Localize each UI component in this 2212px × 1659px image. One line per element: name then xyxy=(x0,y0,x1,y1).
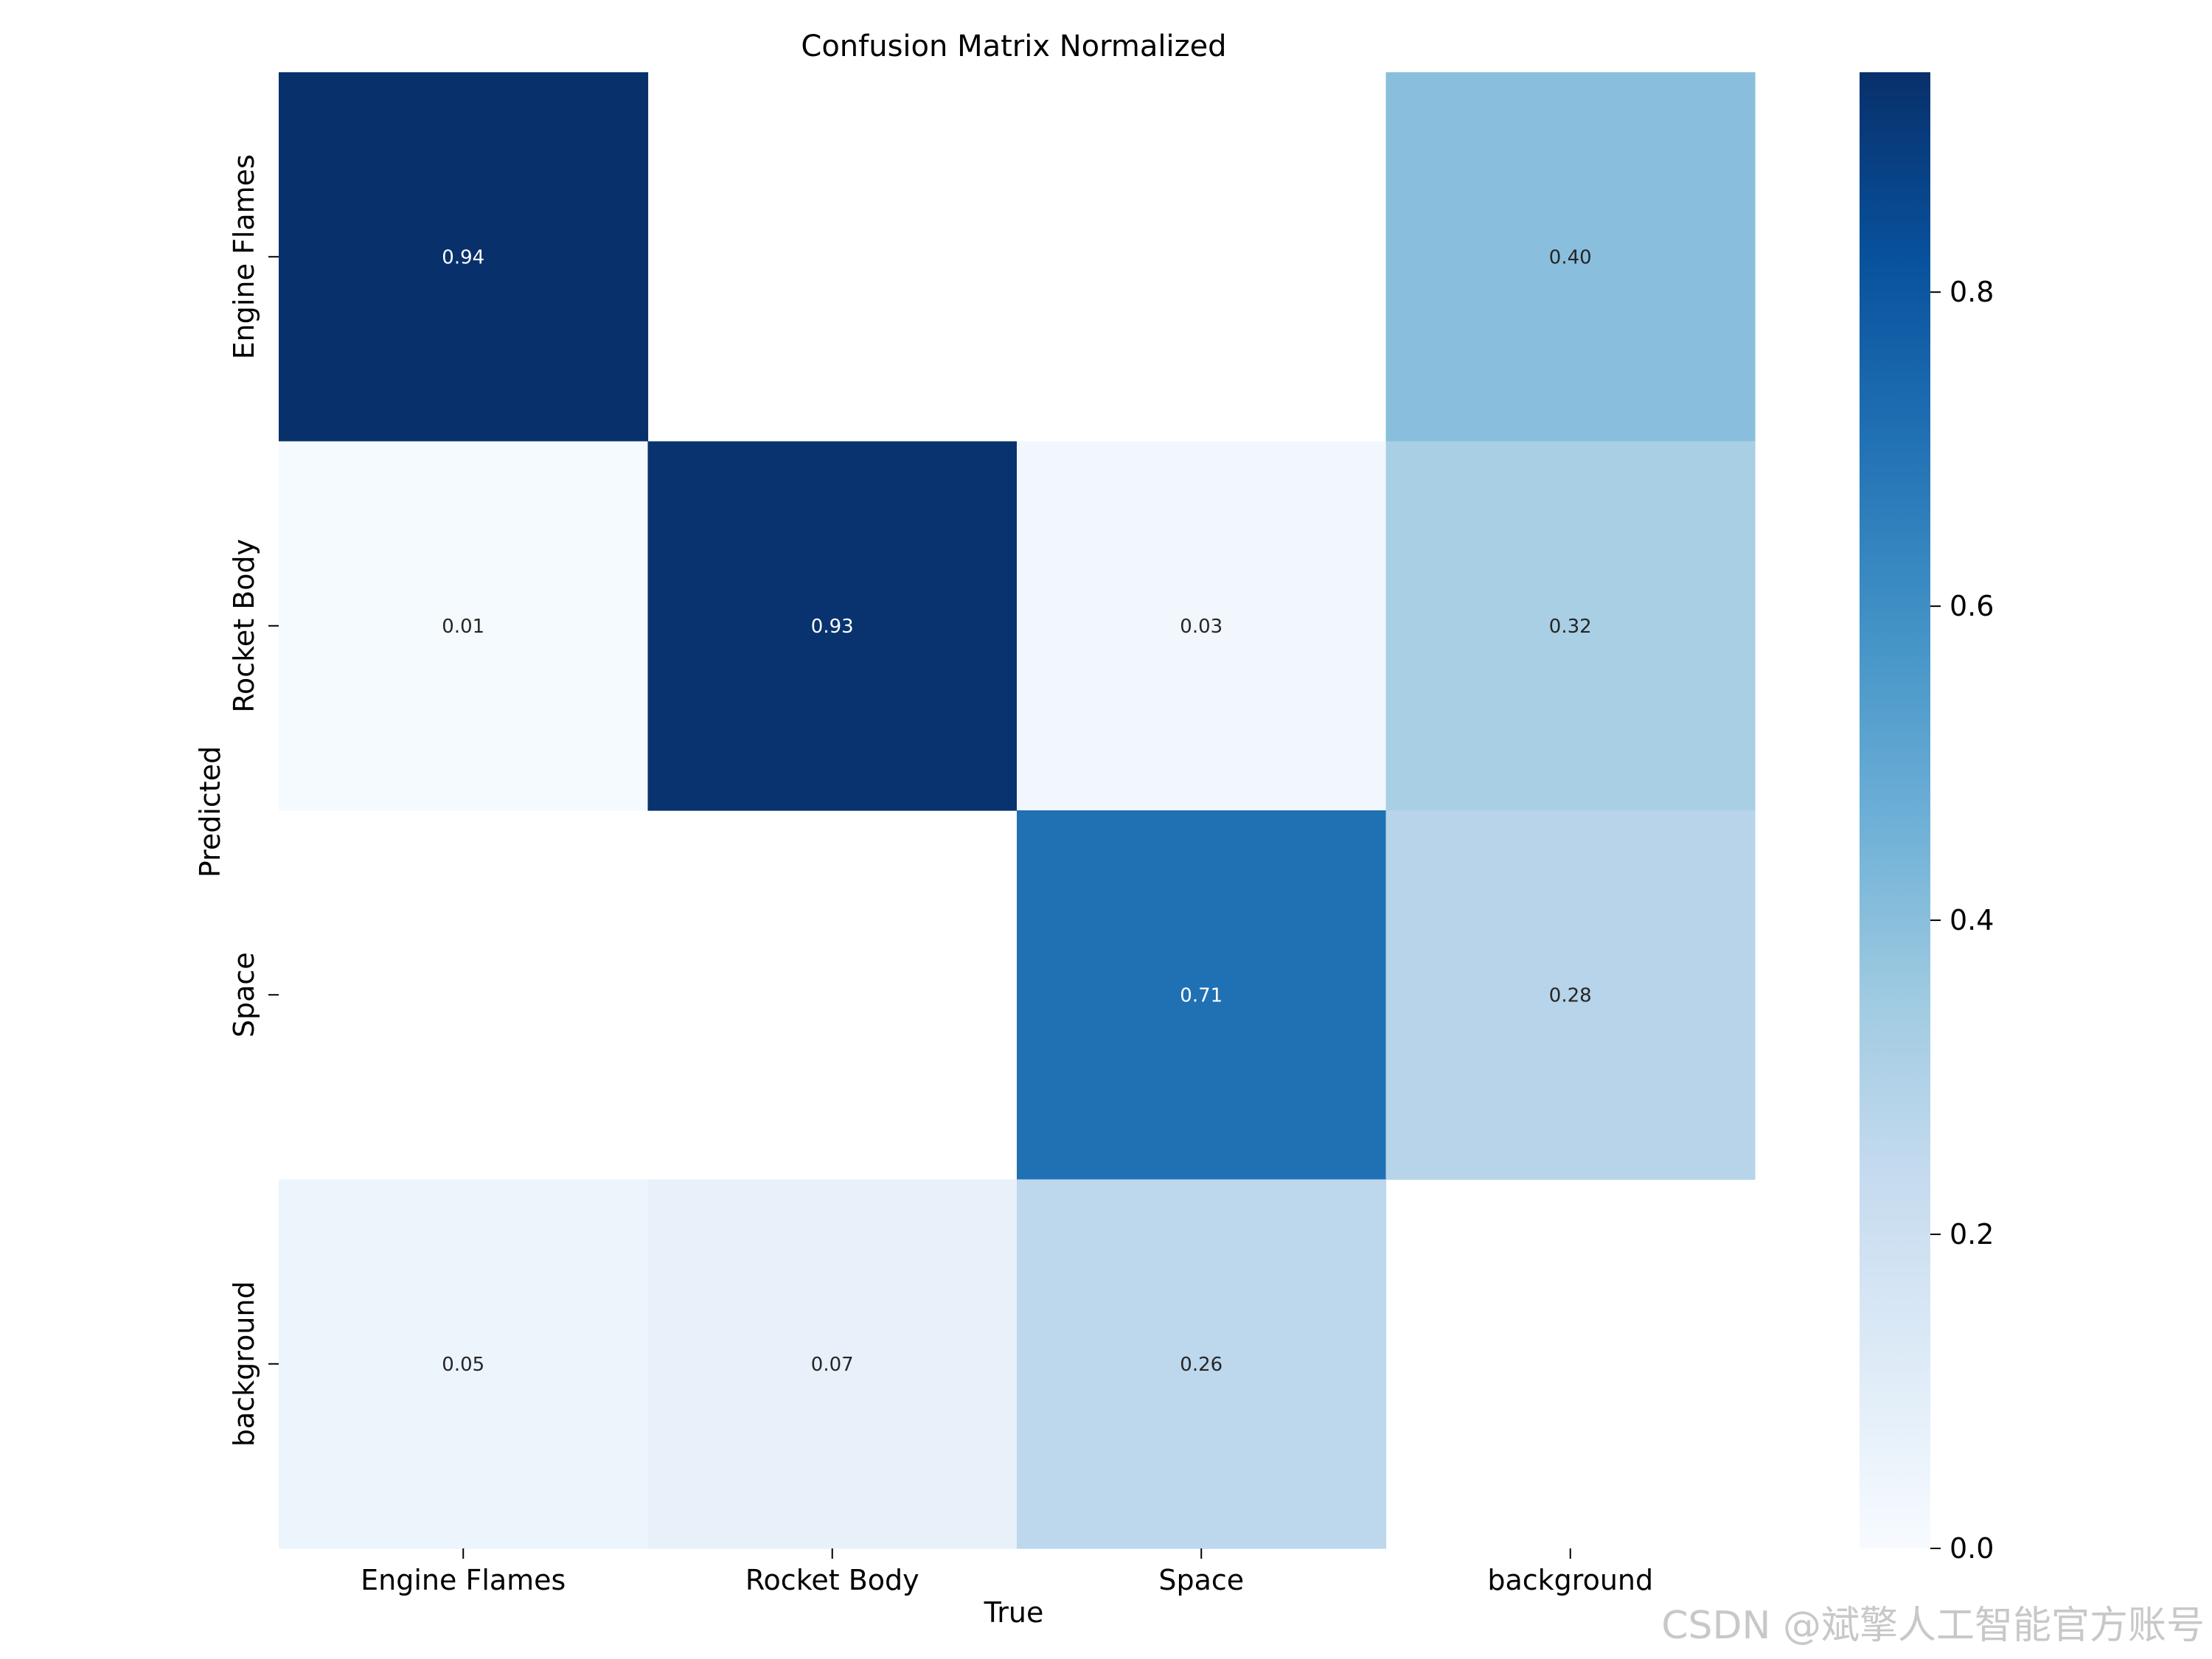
heatmap-cell xyxy=(1017,441,1387,811)
colorbar-tick-label: 0.6 xyxy=(1950,590,1994,622)
colorbar-tick-label: 0.2 xyxy=(1950,1218,1994,1251)
x-tick-label: Engine Flames xyxy=(361,1564,566,1596)
heatmap-cell xyxy=(1385,441,1756,811)
y-tick-label: background xyxy=(228,1281,260,1447)
x-tick-label: Rocket Body xyxy=(745,1564,919,1596)
colorbar-tick-label: 0.4 xyxy=(1950,904,1994,936)
heatmap-cell xyxy=(1017,810,1387,1180)
x-tick-label: background xyxy=(1487,1564,1653,1596)
cell-value-label: 0.93 xyxy=(811,616,854,638)
cell-value-label: 0.26 xyxy=(1180,1354,1222,1376)
x-tick-label: Space xyxy=(1158,1564,1244,1596)
watermark: CSDN @斌擎人工智能官方账号 xyxy=(1661,1604,2205,1648)
cell-value-label: 0.03 xyxy=(1180,616,1222,638)
heatmap-cell xyxy=(279,441,649,811)
heatmap-cells xyxy=(279,72,1756,1549)
y-axis: Engine Flames Rocket Body Space background xyxy=(228,154,279,1447)
heatmap-cell-labels: 0.94 0.40 0.01 0.93 0.03 0.32 0.71 0.28 0.05 0.07… xyxy=(442,246,1591,1376)
y-tick-label: Space xyxy=(228,952,260,1037)
colorbar-tick-label: 0.0 xyxy=(1950,1532,1994,1565)
cell-value-label: 0.40 xyxy=(1549,246,1592,268)
cell-value-label: 0.28 xyxy=(1549,984,1592,1006)
x-axis-label: True xyxy=(984,1596,1044,1629)
cell-value-label: 0.32 xyxy=(1549,616,1592,638)
x-axis: Engine Flames Rocket Body Space background xyxy=(361,1548,1653,1596)
y-tick-label: Rocket Body xyxy=(228,539,260,713)
y-axis-label: Predicted xyxy=(194,746,226,877)
y-tick-label: Engine Flames xyxy=(228,154,260,359)
cell-value-label: 0.94 xyxy=(442,246,484,268)
colorbar xyxy=(1860,72,1930,1548)
cell-value-label: 0.01 xyxy=(442,616,484,638)
cell-value-label: 0.05 xyxy=(442,1354,484,1376)
cell-value-label: 0.71 xyxy=(1180,984,1222,1006)
chart-title: Confusion Matrix Normalized xyxy=(801,29,1226,63)
colorbar-tick-label: 0.8 xyxy=(1950,276,1994,308)
colorbar-ticks: 0.0 0.2 0.4 0.6 0.8 xyxy=(1930,276,1994,1565)
heatmap-cell xyxy=(1385,810,1756,1180)
heatmap-cell xyxy=(279,1179,649,1549)
heatmap-cell xyxy=(1385,72,1756,442)
heatmap-cell xyxy=(1017,1179,1387,1549)
heatmap-cell xyxy=(647,441,1018,811)
cell-value-label: 0.07 xyxy=(811,1354,854,1376)
heatmap-cell xyxy=(279,72,649,442)
heatmap-cell xyxy=(647,1179,1018,1549)
